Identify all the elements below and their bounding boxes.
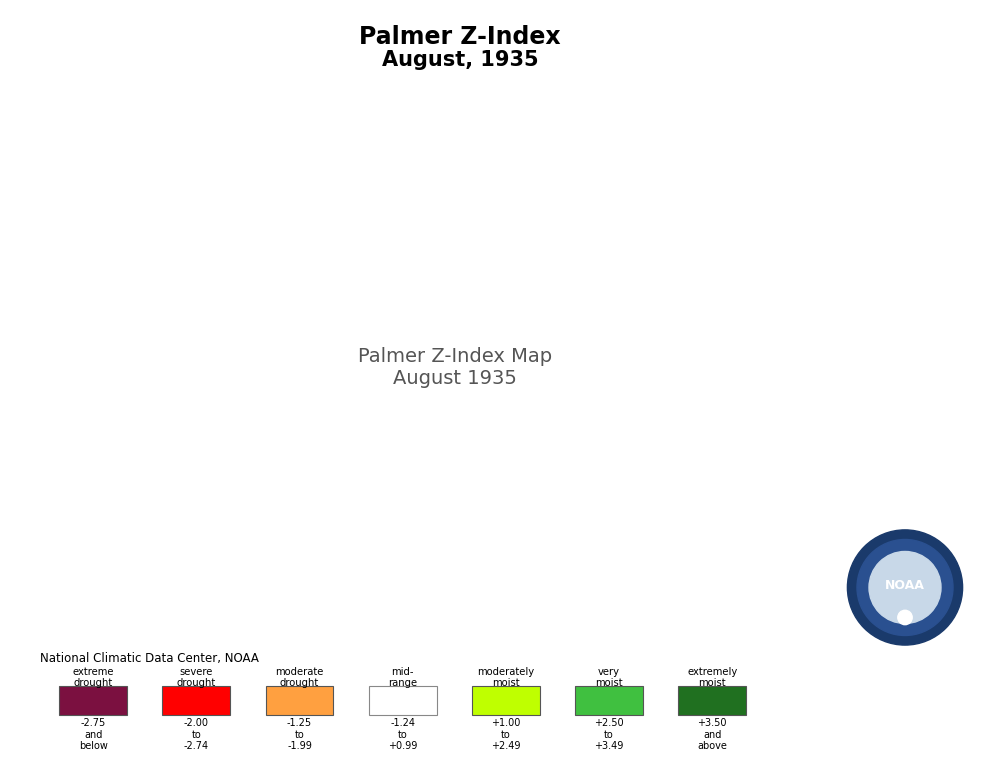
Text: extreme
drought: extreme drought [72, 667, 114, 689]
Text: -2.00
to
-2.74: -2.00 to -2.74 [184, 718, 209, 751]
Bar [266, 686, 333, 715]
Text: mid-
range: mid- range [388, 667, 417, 689]
Text: +2.50
to
+3.49: +2.50 to +3.49 [594, 718, 624, 751]
Bar [369, 686, 437, 715]
Circle shape [898, 610, 912, 625]
Text: moderate
drought: moderate drought [275, 667, 324, 689]
Circle shape [869, 551, 941, 624]
Bar [59, 686, 127, 715]
Circle shape [847, 530, 963, 645]
Text: +3.50
and
above: +3.50 and above [697, 718, 727, 751]
Text: NOAA: NOAA [885, 578, 925, 591]
Text: Palmer Z-Index Map
August 1935: Palmer Z-Index Map August 1935 [358, 346, 552, 388]
Text: Palmer Z-Index: Palmer Z-Index [359, 25, 561, 49]
Text: -1.24
to
+0.99: -1.24 to +0.99 [388, 718, 417, 751]
Text: National Climatic Data Center, NOAA: National Climatic Data Center, NOAA [40, 652, 259, 665]
Text: moderately
moist: moderately moist [477, 667, 534, 689]
Bar [678, 686, 746, 715]
Bar [472, 686, 540, 715]
Text: severe
drought: severe drought [177, 667, 216, 689]
Text: +1.00
to
+2.49: +1.00 to +2.49 [491, 718, 521, 751]
Bar [575, 686, 643, 715]
Text: very
moist: very moist [595, 667, 623, 689]
Circle shape [857, 540, 953, 635]
Text: August, 1935: August, 1935 [382, 50, 538, 70]
Text: extremely
moist: extremely moist [687, 667, 737, 689]
Text: -2.75
and
below: -2.75 and below [79, 718, 108, 751]
Text: -1.25
to
-1.99: -1.25 to -1.99 [287, 718, 312, 751]
Bar [162, 686, 230, 715]
